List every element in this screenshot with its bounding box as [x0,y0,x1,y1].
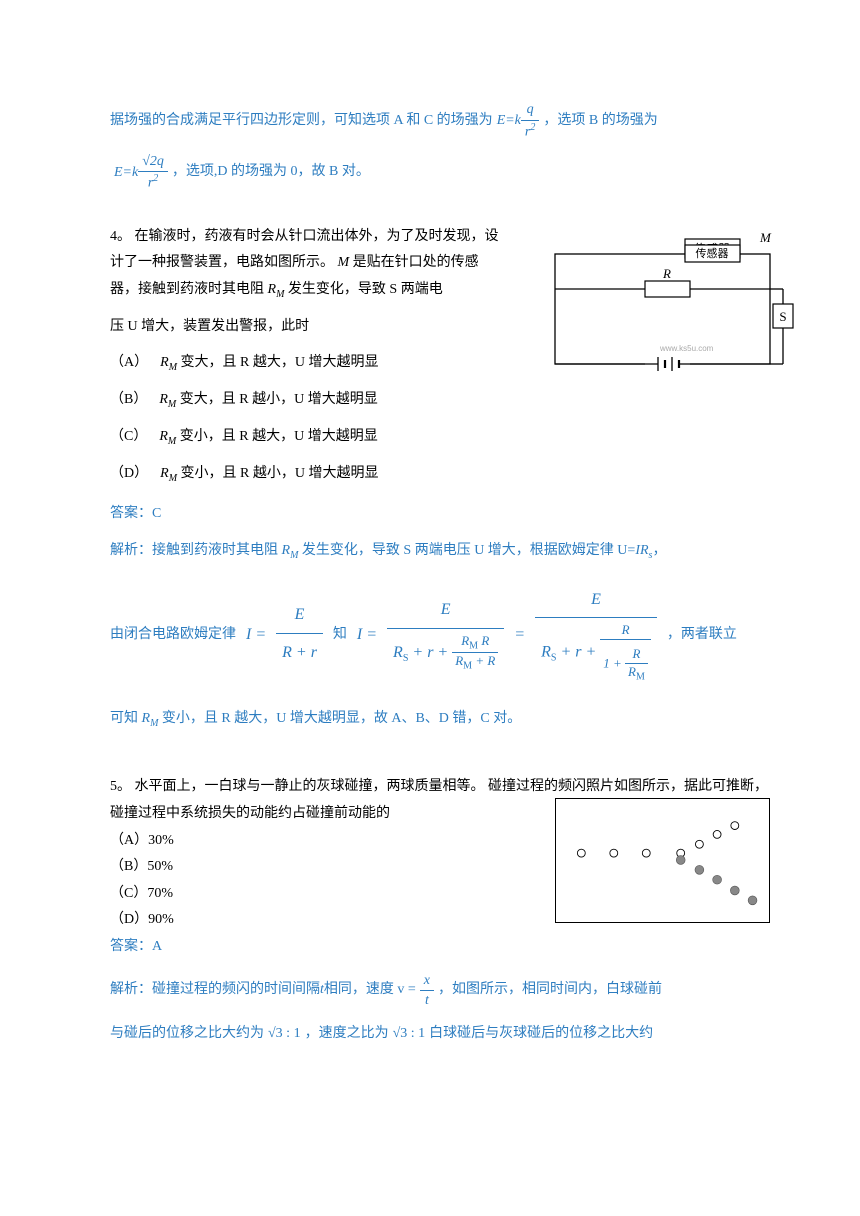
q5-option-D: （D）90% [110,907,530,934]
q4-conclusion: 可知 RM 变小，且 R 越大，U 增大越明显，故 A、B、D 错，C 对。 [110,706,770,733]
svg-text:R: R [662,266,671,281]
svg-text:传感器: 传感器 [696,247,729,260]
q4-option-D: （D）RM 变小，且 R 越小，U 增大越明显 [110,461,770,488]
svg-text:M: M [759,230,772,245]
q5-option-C: （C）70% [110,881,530,908]
formula-Ek-sqrt2q: E=k√2qr2 [114,152,168,194]
question-4: 4。 在输液时，药液有时会从针口流出体外，为了及时发现，设计了一种报警装置，电路… [110,224,770,733]
q4-equation-block: 由闭合电路欧姆定律 I = E R + r 知 I = E RS + r + R… [110,583,770,688]
text: ，选项 B 的场强为 [543,108,657,135]
q5-analysis-2: 与碰后的位移之比大约为 √3 : 1 ，速度之比为 √3 : 1 白球碰后与灰球… [110,1021,770,1048]
q5-analysis-1: 解析：碰撞过程的频闪的时间间隔 t 相同，速度 v = xt ，如图所示，相同时… [110,971,770,1011]
q4-answer: 答案：C [110,501,770,528]
question-5: 5。 水平面上，一白球与一静止的灰球碰撞，两球质量相等。 碰撞过程的频闪照片如图… [110,774,770,1047]
circuit-diagram: 传感器 传感器 M R S www.ks5u.com [550,229,800,374]
q4-option-C: （C）RM 变小，且 R 越大，U 增大越明显 [110,424,770,451]
q4-option-B: （B）RM 变大，且 R 越小，U 增大越明显 [110,387,770,414]
stroboscope-diagram [555,798,770,923]
text: ，选项,D 的场强为 0，故 B 对。 [172,159,370,186]
q5-answer: 答案：A [110,934,770,961]
svg-text:S: S [779,309,786,324]
q3-analysis-tail: 据场强的合成满足平行四边形定则，可知选项 A 和 C 的场强为 E=kqr2 ，… [110,100,770,142]
q5-option-A: （A）30% [110,828,530,855]
formula-Ekq-r2: E=kqr2 [497,100,540,142]
q5-option-B: （B）50% [110,854,530,881]
q4-stem2: 压 U 增大，装置发出警报，此时 [110,314,500,341]
q3-analysis-tail2: E=k√2qr2 ，选项,D 的场强为 0，故 B 对。 [110,152,770,194]
svg-text:www.ks5u.com: www.ks5u.com [659,344,714,353]
q4-stem: 4。 在输液时，药液有时会从针口流出体外，为了及时发现，设计了一种报警装置，电路… [110,224,500,304]
q4-analysis-1: 解析：接触到药液时其电阻 RM 发生变化，导致 S 两端电压 U 增大，根据欧姆… [110,538,770,565]
text: 据场强的合成满足平行四边形定则，可知选项 A 和 C 的场强为 [110,108,493,135]
